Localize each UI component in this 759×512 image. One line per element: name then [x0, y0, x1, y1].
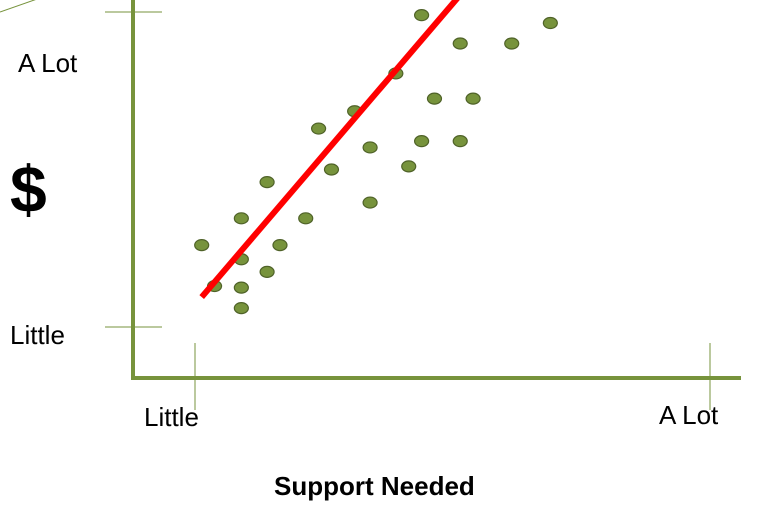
trendline — [199, 0, 460, 300]
data-point-17 — [401, 160, 417, 173]
data-point-18 — [414, 135, 430, 148]
data-point-4 — [233, 281, 249, 294]
data-point-21 — [452, 135, 468, 148]
y-axis-label: $ — [10, 152, 47, 226]
data-point-29 — [542, 16, 558, 30]
data-point-3 — [233, 302, 249, 315]
chart-axes — [0, 0, 741, 410]
data-point-12 — [323, 163, 340, 176]
y-tick-label-a-lot: A Lot — [18, 48, 78, 78]
x-axis-label: Support Needed — [274, 471, 475, 501]
data-point-19 — [414, 9, 430, 22]
x-tick-label-little: Little — [144, 402, 199, 432]
data-point-20 — [426, 92, 443, 105]
data-point-11 — [311, 122, 327, 135]
data-point-15 — [362, 141, 378, 154]
data-point-10 — [298, 212, 314, 225]
data-point-22 — [452, 37, 468, 50]
data-point-24 — [465, 92, 481, 105]
data-point-25 — [504, 37, 520, 50]
data-point-7 — [259, 265, 275, 278]
corner-decoration-line — [0, 0, 36, 13]
data-point-6 — [233, 212, 249, 225]
chart-trendline-group — [199, 0, 460, 300]
data-point-9 — [272, 239, 288, 252]
y-tick-label-little: Little — [10, 320, 65, 350]
data-point-1 — [194, 239, 210, 252]
data-point-14 — [362, 196, 378, 209]
chart-points — [194, 9, 558, 315]
data-point-8 — [259, 176, 275, 189]
x-tick-label-a-lot: A Lot — [659, 400, 719, 430]
